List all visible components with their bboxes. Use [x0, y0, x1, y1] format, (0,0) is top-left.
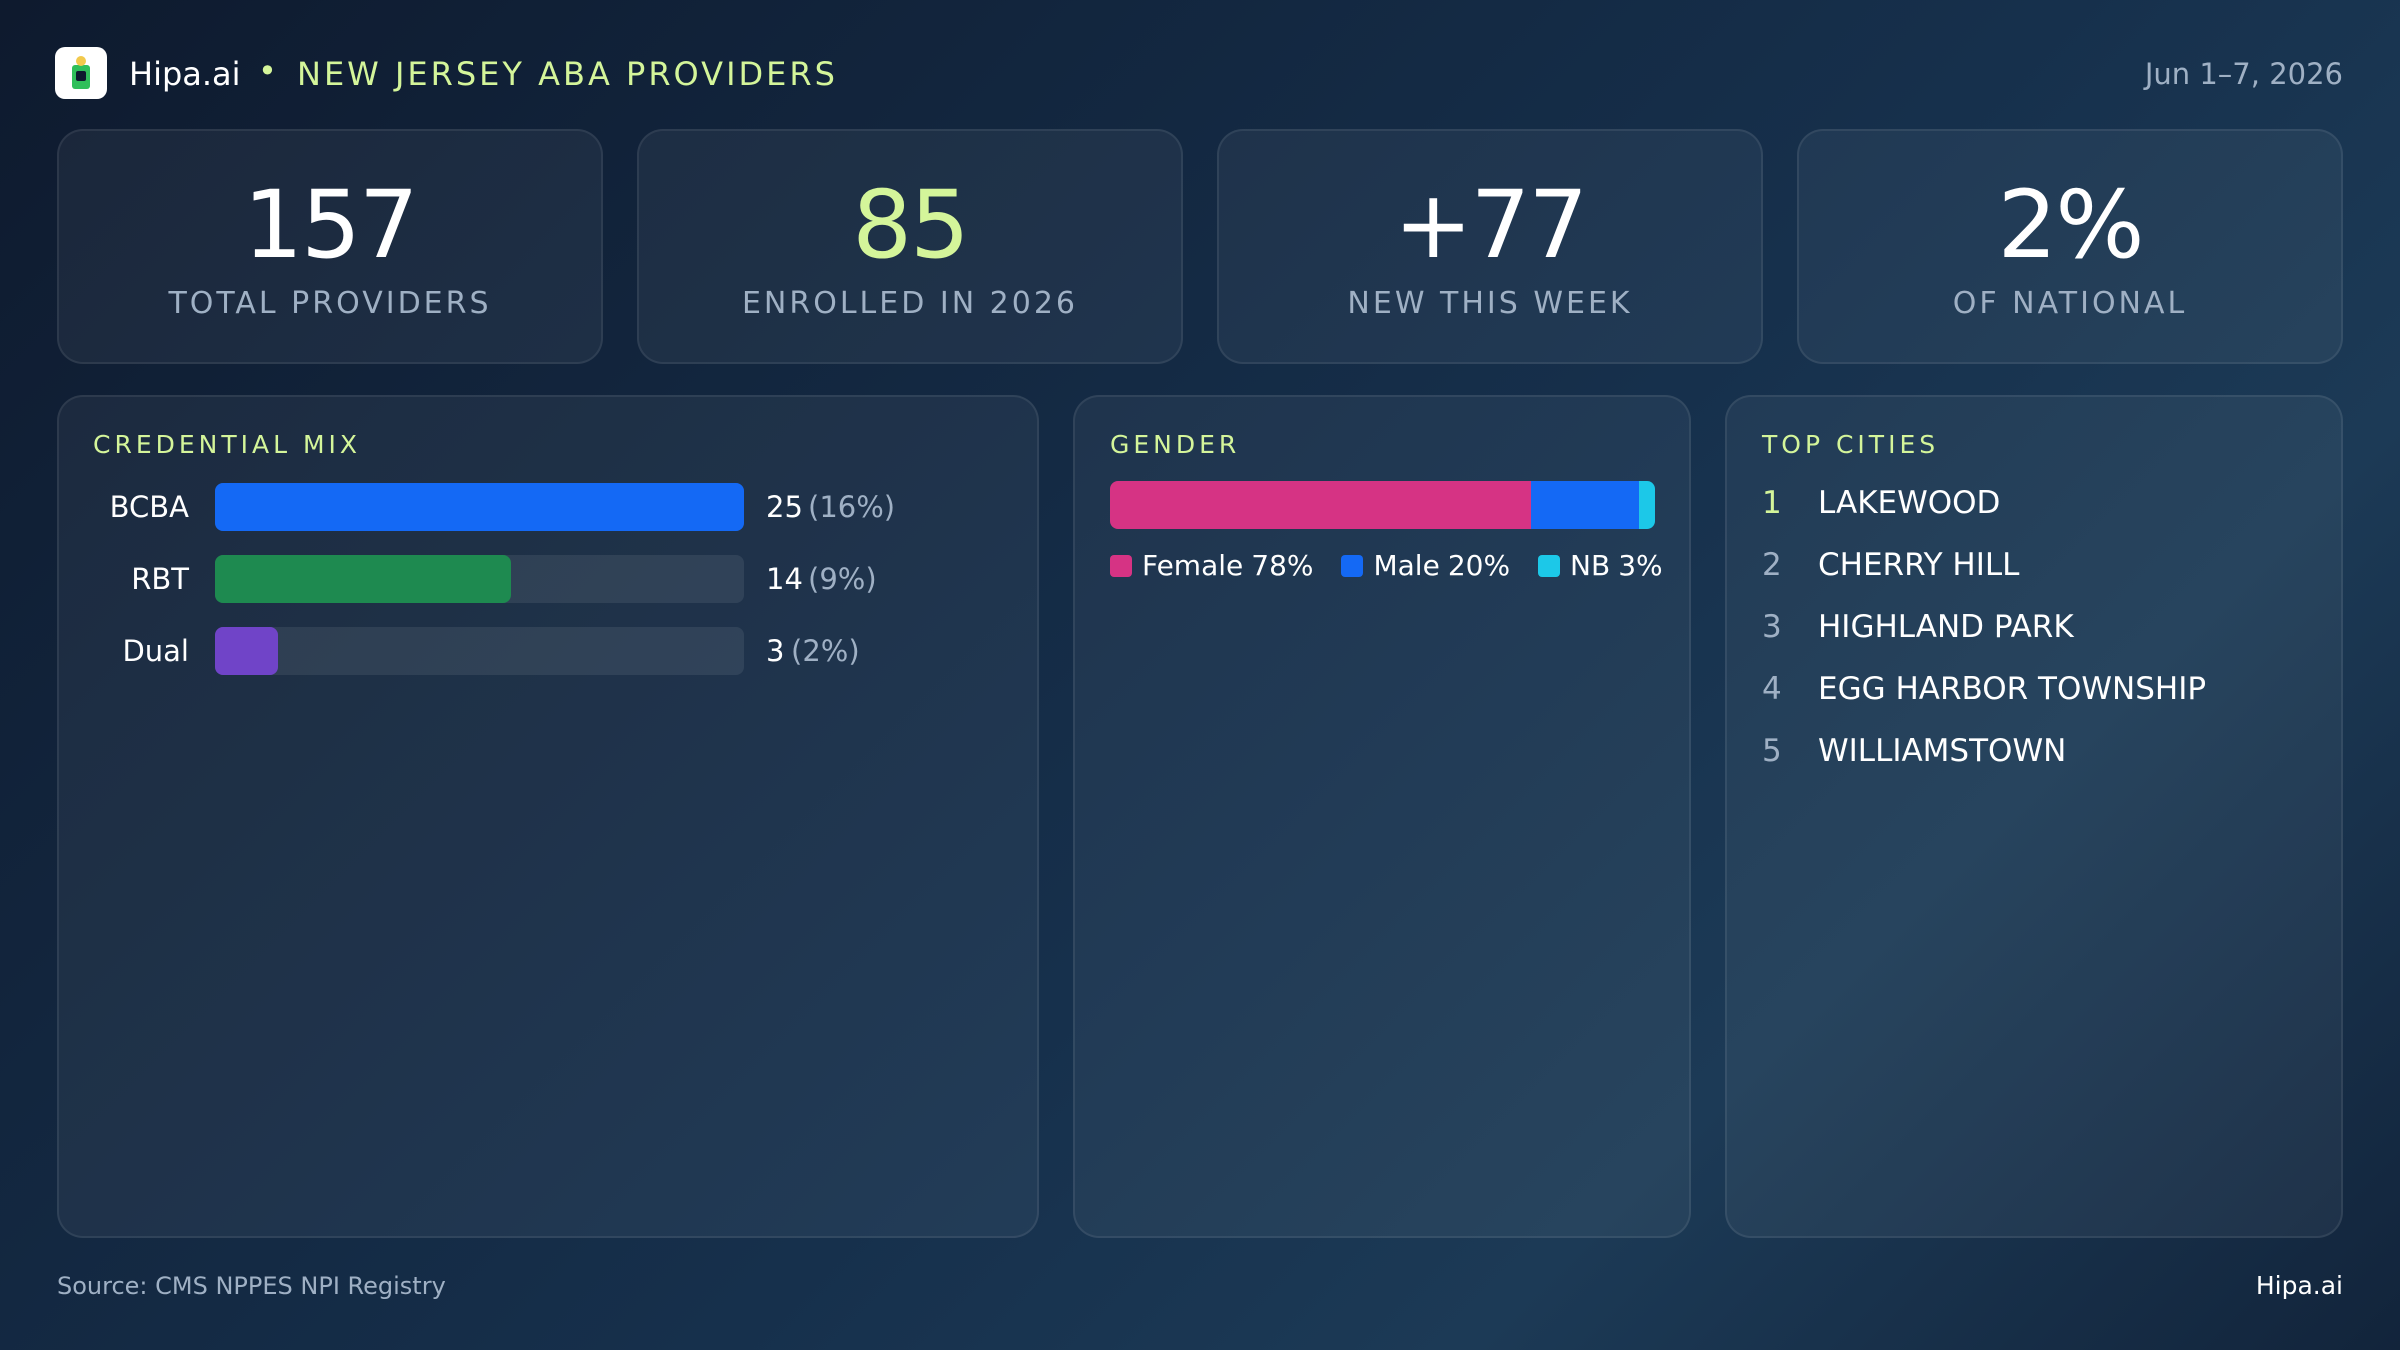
bar	[215, 555, 512, 603]
bar-label: RBT	[131, 562, 189, 596]
legend-name: Female	[1142, 549, 1244, 582]
city-rank: 5	[1762, 733, 1782, 769]
legend-swatch	[1341, 554, 1364, 577]
bar-share: (9%)	[808, 562, 877, 596]
page-title: NEW JERSEY ABA PROVIDERS	[297, 55, 838, 93]
gender-panel: GENDER Female 78% Male 20% NB 3%	[1073, 395, 1691, 1238]
legend-value: 3%	[1618, 549, 1663, 582]
bar	[215, 483, 744, 531]
bar-segment	[1110, 481, 1531, 529]
bar	[215, 627, 279, 675]
bar-value: 14	[766, 562, 803, 596]
stat-value: +77	[1393, 171, 1588, 280]
legend-swatch	[1110, 554, 1132, 577]
city-rank: 2	[1762, 547, 1782, 583]
panel-title: GENDER	[1110, 430, 1241, 459]
bar-label: Dual	[122, 634, 189, 668]
logo	[55, 47, 107, 99]
legend-item: NB 3%	[1538, 549, 1663, 582]
stat-label: NEW THIS WEEK	[1347, 286, 1633, 321]
legend: Female 78% Male 20% NB 3%	[1110, 549, 1663, 582]
stacked-bar	[1110, 481, 1655, 529]
source: Source: CMS NPPES NPI Registry	[57, 1272, 446, 1300]
stat-value: 157	[243, 171, 418, 280]
legend-item: Male 20%	[1341, 549, 1510, 582]
panel-title: CREDENTIAL MIX	[93, 430, 362, 459]
city-name: EGG HARBOR TOWNSHIP	[1818, 671, 2207, 707]
legend-item: Female 78%	[1110, 549, 1313, 582]
bar-value: 25	[766, 490, 803, 524]
legend-swatch	[1538, 554, 1561, 577]
bar-share: (16%)	[808, 490, 896, 524]
footer-brand: Hipa.ai	[2255, 1271, 2343, 1300]
city-name: HIGHLAND PARK	[1818, 609, 2074, 645]
stat-card: +77 NEW THIS WEEK	[1217, 129, 1763, 364]
brand: Hipa.ai	[129, 55, 241, 93]
bar-segment	[1638, 481, 1655, 529]
city-rank: 3	[1762, 609, 1782, 645]
city-name: WILLIAMSTOWN	[1818, 733, 2067, 769]
stat-label: ENROLLED IN 2026	[741, 286, 1079, 321]
bar-share: (2%)	[791, 634, 860, 668]
stat-label: OF NATIONAL	[1952, 286, 2188, 321]
legend-name: Male	[1373, 549, 1440, 582]
panel-title: TOP CITIES	[1762, 430, 1940, 459]
bar-value: 3	[766, 634, 785, 668]
separator: •	[258, 52, 277, 90]
bar-label: BCBA	[109, 490, 189, 524]
city-rank: 4	[1762, 671, 1782, 707]
legend-value: 20%	[1447, 549, 1511, 582]
stat-label: TOTAL PROVIDERS	[168, 286, 492, 321]
city-rank: 1	[1762, 485, 1782, 521]
logo-icon	[72, 56, 90, 89]
stat-card: 2% OF NATIONAL	[1797, 129, 2343, 364]
stat-value: 2%	[1997, 171, 2144, 280]
city-name: LAKEWOOD	[1818, 485, 2001, 521]
legend-name: NB	[1570, 549, 1611, 582]
date-range: Jun 1–7, 2026	[2144, 57, 2343, 91]
credential-panel: CREDENTIAL MIX BCBA 25 (16%) RBT 14 (9%) Dual 3…	[57, 395, 1039, 1238]
cities-panel: TOP CITIES 1 LAKEWOOD 2 CHERRY HILL 3 HIGHLAN…	[1725, 395, 2343, 1238]
bar-track	[215, 627, 744, 675]
stat-value: 85	[852, 171, 970, 280]
stat-card: 85 ENROLLED IN 2026	[637, 129, 1183, 364]
bar-segment	[1530, 481, 1639, 529]
stat-card: 157 TOTAL PROVIDERS	[57, 129, 603, 364]
legend-value: 78%	[1251, 549, 1314, 582]
city-name: CHERRY HILL	[1818, 547, 2020, 583]
